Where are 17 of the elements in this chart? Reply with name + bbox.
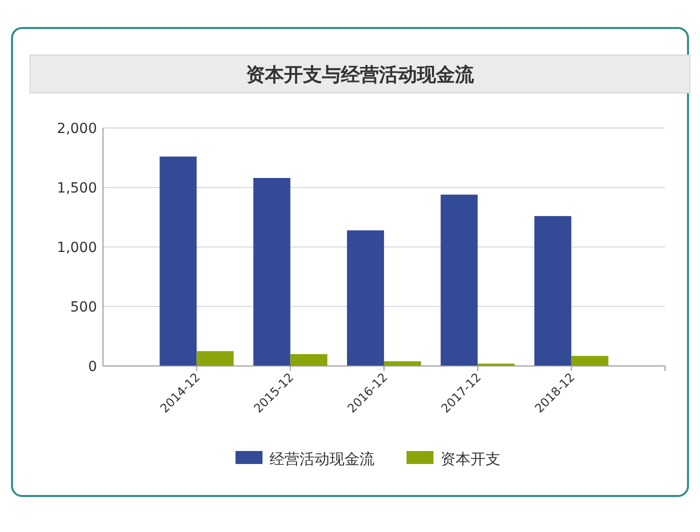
legend-label: 资本开支: [440, 450, 500, 468]
y-tick-label: 1,500: [56, 180, 97, 196]
y-tick-label: 2,000: [56, 121, 97, 137]
bar: [440, 194, 478, 366]
bar: [253, 178, 290, 366]
bar: [290, 354, 328, 366]
bar: [347, 230, 384, 366]
legend-label: 经营活动现金流: [270, 450, 374, 468]
bar: [196, 351, 234, 366]
bar: [384, 361, 421, 366]
chart-title: 资本开支与经营活动现金流: [246, 64, 475, 86]
y-tick-label: 500: [70, 300, 97, 316]
bar: [571, 356, 608, 366]
y-tick-label: 1,000: [56, 240, 97, 256]
bar: [534, 216, 572, 366]
bar: [160, 156, 197, 366]
y-tick-label: 0: [88, 359, 97, 375]
